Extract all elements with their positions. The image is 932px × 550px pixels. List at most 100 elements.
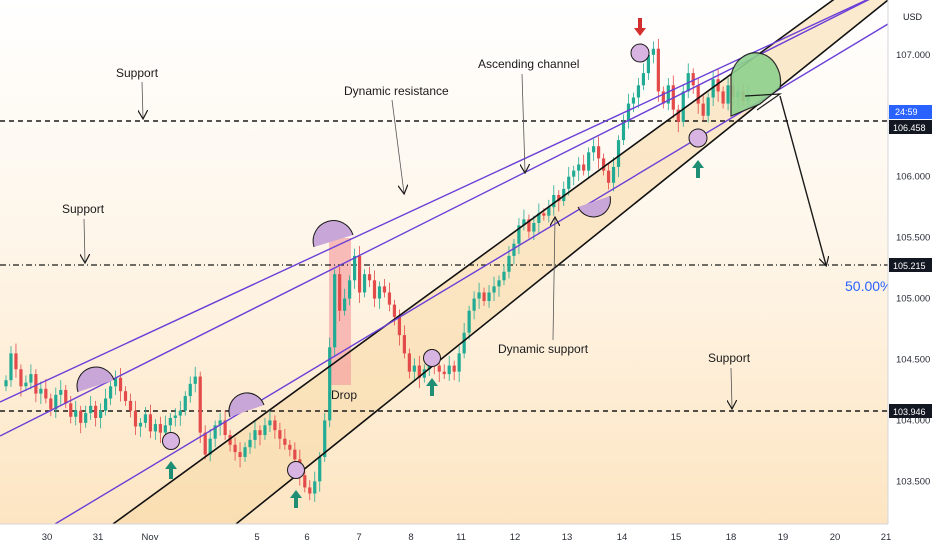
price-current-text: 106.458 xyxy=(893,123,926,133)
x-tick-label: 14 xyxy=(617,532,628,543)
candle-body xyxy=(258,430,262,436)
candle-body xyxy=(268,420,272,426)
candle-body xyxy=(143,414,148,423)
candle-body xyxy=(19,369,23,387)
label-support-bottom: Support xyxy=(708,351,751,365)
x-tick-label: 19 xyxy=(778,532,789,543)
x-tick-label: 13 xyxy=(562,532,573,543)
label-drop: Drop xyxy=(331,388,357,402)
pointer-dynamic-support xyxy=(553,218,555,341)
candle-body xyxy=(188,383,192,397)
candle-body xyxy=(4,380,8,387)
fib-percent-label: 50.00% xyxy=(845,278,892,294)
candle-body xyxy=(487,292,491,301)
label-ascending-channel: Ascending channel xyxy=(478,57,579,71)
countdown-tag xyxy=(889,105,932,119)
label-support-mid: Support xyxy=(62,202,105,216)
candle-body xyxy=(153,424,157,432)
x-tick-label: 20 xyxy=(830,532,841,543)
candle-body xyxy=(64,389,68,404)
candle-body xyxy=(472,298,476,311)
candle-body xyxy=(542,213,546,216)
candle-body xyxy=(477,292,481,299)
candle-body xyxy=(372,280,377,299)
x-tick-label: 30 xyxy=(42,532,53,543)
candle-body xyxy=(49,398,53,410)
candle-body xyxy=(9,353,13,381)
candle-body xyxy=(482,292,486,301)
candle-body xyxy=(397,316,402,336)
x-axis-ticks: 30 31 Nov 5 6 7 8 11 12 13 14 15 18 19 20 21 xyxy=(42,532,892,543)
x-tick-label: 8 xyxy=(408,532,413,543)
candle-body xyxy=(417,365,421,378)
candle-body xyxy=(611,166,616,183)
candle-body xyxy=(253,430,257,440)
candle-body xyxy=(681,91,685,122)
candle-body xyxy=(313,481,317,494)
candle-body xyxy=(577,164,581,171)
y-tick-label: 105.000 xyxy=(896,294,930,305)
candle-body xyxy=(128,400,133,411)
candle-body xyxy=(467,310,471,333)
x-tick-label: Nov xyxy=(142,532,159,543)
x-tick-label: 21 xyxy=(881,532,892,543)
candle-body xyxy=(158,424,162,433)
candle-body xyxy=(507,255,511,272)
candle-body xyxy=(248,439,252,448)
candle-body xyxy=(572,170,576,177)
touch-halfcircle-3 xyxy=(312,220,354,248)
touch-halfcircle-2 xyxy=(228,392,265,418)
candle-body xyxy=(288,444,292,450)
candle-body xyxy=(412,365,416,372)
candle-body xyxy=(437,365,441,372)
candle-body xyxy=(547,207,551,216)
candle-body xyxy=(14,353,18,370)
candle-body xyxy=(263,425,267,436)
candle-body xyxy=(621,121,626,141)
x-tick-label: 11 xyxy=(456,532,466,543)
candle-body xyxy=(178,410,182,416)
candle-body xyxy=(84,413,88,423)
candle-body xyxy=(582,164,586,171)
candle-body xyxy=(74,410,78,417)
candle-body xyxy=(44,388,48,399)
candle-body xyxy=(303,475,307,488)
up-arrow-icon xyxy=(165,461,177,479)
candle-body xyxy=(626,103,631,122)
candle-body xyxy=(407,353,411,372)
candle-body xyxy=(377,286,382,299)
touch-circle-4 xyxy=(630,43,650,63)
candle-body xyxy=(208,438,212,455)
breakdown-zone xyxy=(730,52,782,117)
candle-body xyxy=(118,377,123,392)
candle-body xyxy=(392,304,397,317)
candle-body xyxy=(94,405,98,418)
candle-body xyxy=(213,425,217,439)
candle-body xyxy=(636,85,641,98)
down-arrow-icon xyxy=(634,18,646,36)
label-dynamic-resistance: Dynamic resistance xyxy=(344,84,449,98)
label-dynamic-support: Dynamic support xyxy=(498,342,589,356)
candle-body xyxy=(99,410,103,418)
candle-body xyxy=(676,109,680,122)
candle-body xyxy=(711,79,715,98)
price-tag-current xyxy=(889,120,932,134)
candle-body xyxy=(198,376,202,433)
candle-body xyxy=(387,292,392,305)
candle-body xyxy=(223,420,227,436)
label-support-top: Support xyxy=(116,66,159,80)
candle-body xyxy=(238,452,242,457)
pointer-ascending-channel xyxy=(522,73,525,172)
pointer-support-bottom xyxy=(731,367,732,408)
x-tick-label: 7 xyxy=(356,532,361,543)
candle-body xyxy=(452,365,456,372)
candle-body xyxy=(691,73,695,86)
touch-halfcircle-4 xyxy=(577,195,611,218)
candle-body xyxy=(173,415,177,418)
candle-body xyxy=(352,255,357,281)
candle-body xyxy=(103,398,108,411)
up-arrow-icon xyxy=(426,378,438,396)
candle-body xyxy=(651,48,655,55)
